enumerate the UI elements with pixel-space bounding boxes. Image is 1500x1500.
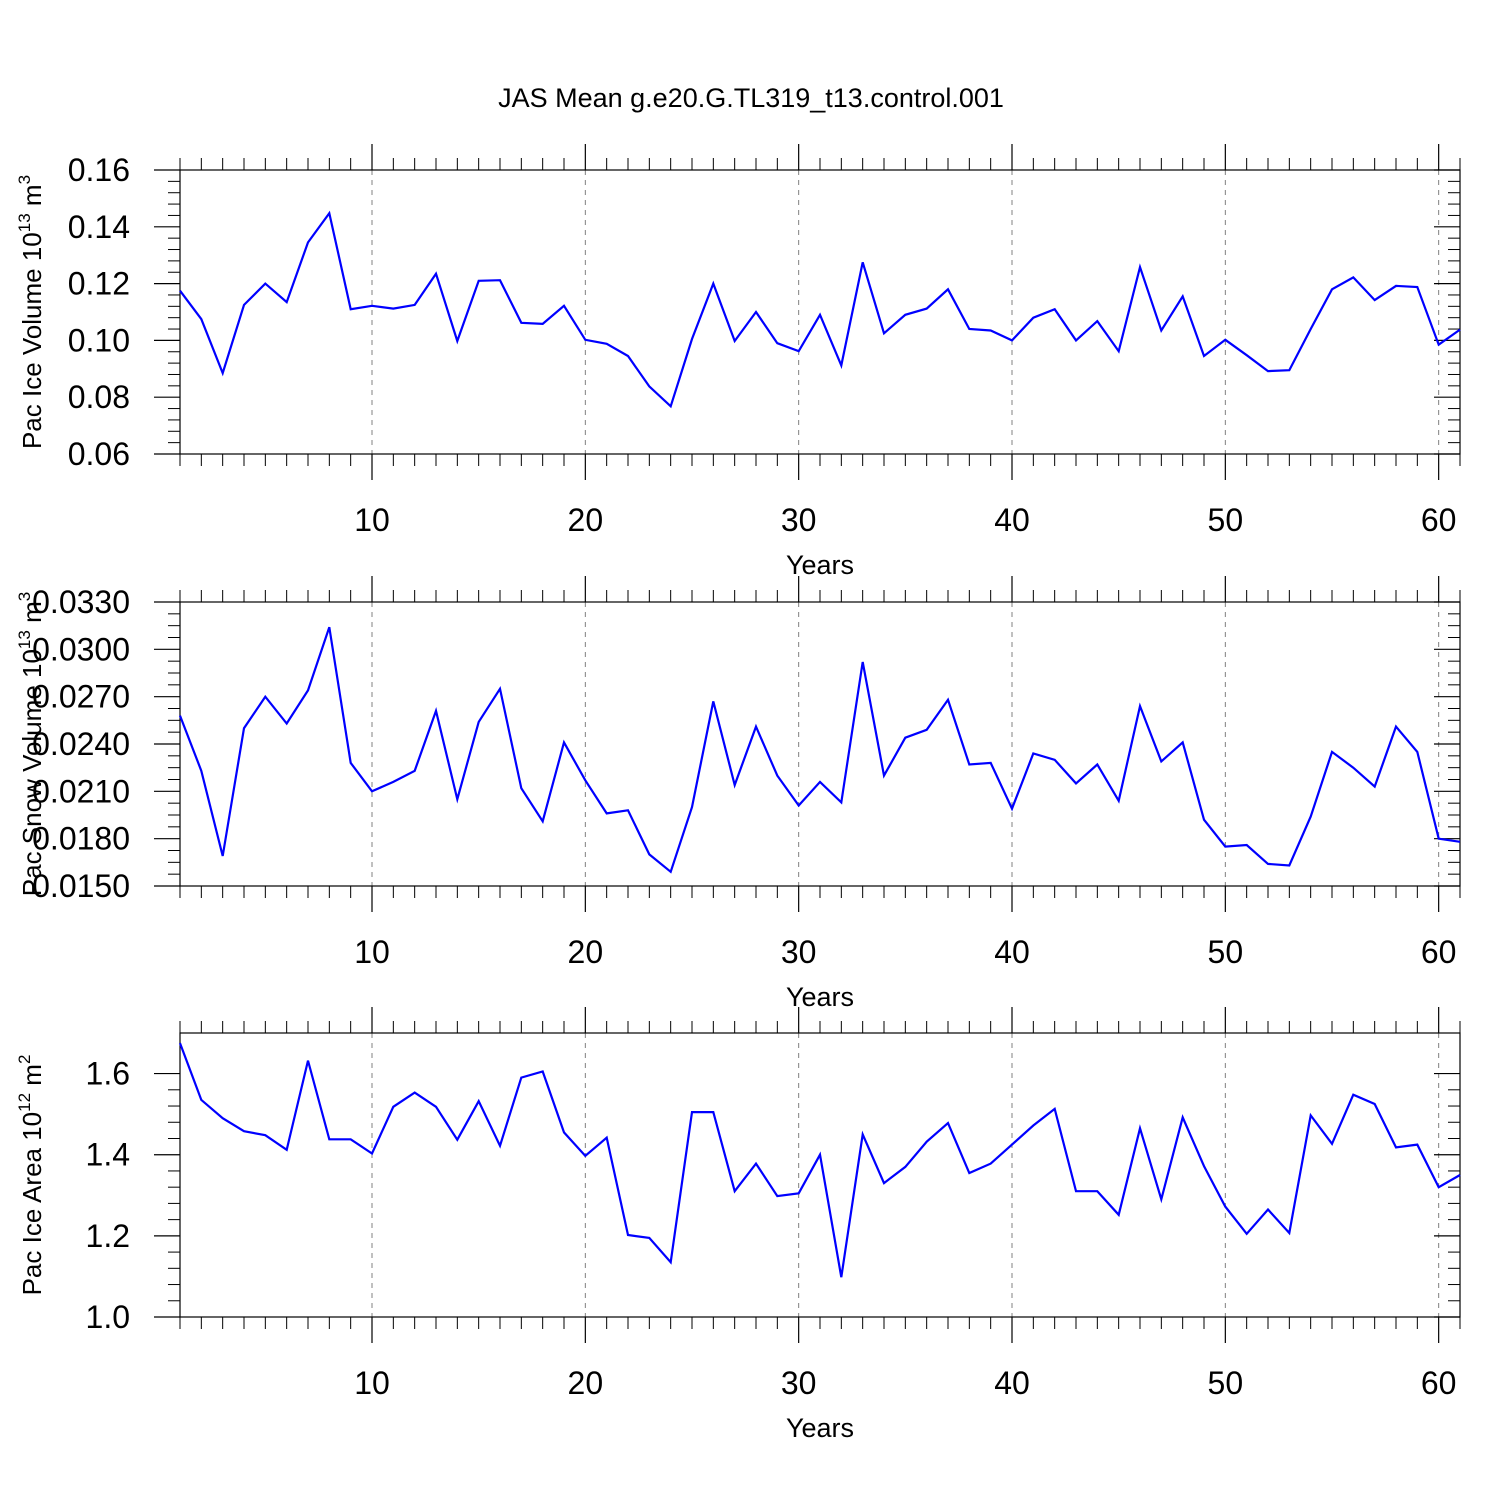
x-axis-label: Years [786,550,854,580]
x-tick-label: 40 [994,1365,1030,1401]
x-tick-label: 20 [568,502,604,538]
x-tick-label: 60 [1421,502,1457,538]
panel-3: 10 20 30 40 50 60 1.0 1.2 1.4 1.6 Years Pac Ice Are… [15,1007,1461,1443]
y-tick-label: 0.14 [68,209,130,245]
y-tick-label: 0.06 [68,436,130,472]
y-tick-label: 0.0300 [32,631,130,667]
panels: 10 20 30 40 50 60 0.06 0.08 0.10 0.12 0.14 0.16 Year… [15,144,1461,1443]
series-line [178,1042,1461,1278]
x-tick-label: 50 [1208,1365,1244,1401]
y-tick-label: 0.12 [68,266,130,302]
y-axis-label: Pac Ice Volume 1013 m3 [15,175,47,449]
x-tick-label: 20 [568,934,604,970]
figure-title: JAS Mean g.e20.G.TL319_t13.control.001 [498,83,1004,113]
y-tick-label: 0.0210 [32,773,130,809]
x-tick-label: 20 [568,1365,604,1401]
y-tick-label: 1.2 [86,1218,130,1254]
y-tick-label: 0.08 [68,379,130,415]
panel-1: 10 20 30 40 50 60 0.06 0.08 0.10 0.12 0.14 0.16 Year… [15,144,1461,580]
panel-2: 10 20 30 40 50 60 0.0150 0.0180 0.0210 0.0240 0.02… [15,576,1461,1012]
x-tick-label: 30 [781,1365,817,1401]
x-tick-label: 60 [1421,934,1457,970]
y-tick-label: 0.0330 [32,584,130,620]
series-line [178,626,1461,874]
y-tick-label: 1.0 [86,1299,130,1335]
series-line [179,210,1461,409]
x-tick-label: 30 [781,934,817,970]
y-axis-label: Pac Snow Volume 1013 m3 [15,592,47,896]
x-tick-label: 30 [781,502,817,538]
x-axis-label: Years [786,982,854,1012]
x-axis-label: Years [786,1413,854,1443]
x-tick-label: 50 [1208,934,1244,970]
x-tick-label: 50 [1208,502,1244,538]
y-tick-label: 0.16 [68,152,130,188]
y-tick-label: 0.0180 [32,821,130,857]
x-tick-label: 40 [994,934,1030,970]
y-tick-label: 0.0270 [32,679,130,715]
y-tick-label: 0.0150 [32,868,130,904]
y-tick-label: 1.6 [86,1056,130,1092]
x-tick-label: 40 [994,502,1030,538]
x-tick-label: 10 [354,502,390,538]
x-tick-label: 60 [1421,1365,1457,1401]
y-tick-label: 0.0240 [32,726,130,762]
x-tick-label: 10 [354,1365,390,1401]
y-axis-label: Pac Ice Area 1012 m2 [15,1055,47,1296]
x-tick-label: 10 [354,934,390,970]
y-tick-label: 0.10 [68,322,130,358]
y-tick-label: 1.4 [86,1137,130,1173]
